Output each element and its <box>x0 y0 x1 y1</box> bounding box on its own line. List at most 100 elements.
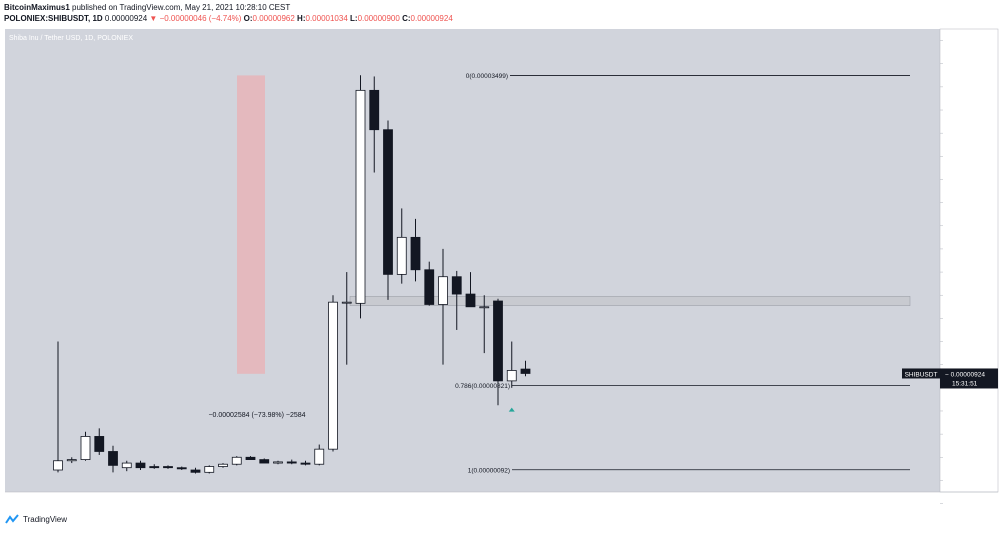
candle-body <box>438 276 448 305</box>
candle-body <box>231 456 242 465</box>
x-tick-label: 5 <box>304 498 308 505</box>
symbol-label[interactable]: POLONIEX:SHIBUSDT, 1D <box>4 14 103 23</box>
candle-body <box>300 462 311 465</box>
y-tick-label: 0.00001200 <box>945 339 980 346</box>
x-tick-label: 26 <box>178 498 186 505</box>
author-name[interactable]: BitcoinMaximus1 <box>4 3 70 12</box>
x-tick-label: 19 <box>82 498 90 505</box>
candle-body <box>355 89 366 304</box>
symbol-tag <box>902 368 941 379</box>
last-price: 0.00000924 <box>104 14 148 23</box>
close-value: 0.00000924 <box>410 14 453 23</box>
candle-body <box>94 436 105 452</box>
publish-info: BitcoinMaximus1 published on TradingView… <box>4 3 290 12</box>
y-tick-label: 0.00003800 <box>945 38 980 45</box>
x-tick-label: 17 <box>467 498 475 505</box>
fib-level-label: 1(0.00000092) <box>468 467 510 474</box>
x-tick-label: Jun <box>669 498 680 505</box>
candle-body <box>108 451 118 466</box>
open-value: 0.00000962 <box>252 14 295 23</box>
candle-body <box>506 370 517 382</box>
y-tick-label: 0.00000000 <box>945 478 980 485</box>
brand-label: TradingView <box>23 514 68 524</box>
chart-title: Shiba Inu / Tether USD, 1D, POLONIEX <box>9 35 133 42</box>
candle-body <box>341 301 352 304</box>
candle-body <box>121 462 132 469</box>
high-value: 0.00001034 <box>305 14 348 23</box>
candle-body <box>465 293 476 308</box>
y-tick-label: 0.00002000 <box>945 246 980 253</box>
candle-body <box>204 466 215 473</box>
candle-body <box>369 89 380 131</box>
price-range-measure <box>237 75 265 374</box>
last-price-tag <box>940 368 998 389</box>
fib-level-label: 0(0.00003499) <box>466 73 508 80</box>
candle-body <box>80 436 91 460</box>
x-tick-label: 24 <box>563 498 571 505</box>
y-tick-label: 0.00002600 <box>945 177 980 184</box>
publish-text: published on TradingView.com, May 21, 20… <box>72 3 291 12</box>
countdown-label: 15:31:51 <box>952 380 978 387</box>
y-tick-label: 0.00003000 <box>945 131 980 138</box>
y-tick-label: 0.00001600 <box>945 293 980 300</box>
measure-label: −0.00002584 (−73.98%) −2584 <box>208 412 305 419</box>
y-tick-label: 0.00002400 <box>945 200 980 207</box>
currency-label: USDT <box>978 34 998 41</box>
down-arrow-icon: ▼ <box>149 14 158 23</box>
y-tick-label: 0.00002800 <box>945 154 980 161</box>
fib-level-label: 0.786(0.00000821) <box>455 383 510 390</box>
x-tick-label: 10 <box>370 498 378 505</box>
y-tick-label: 0.00003400 <box>945 84 980 91</box>
price-axis-panel <box>939 28 999 493</box>
low-value: 0.00000900 <box>357 14 400 23</box>
y-tick-label: 0.00000800 <box>945 385 980 392</box>
price-change: −0.00000046 (−4.74%) <box>159 14 242 23</box>
candlestick-chart[interactable]: Shiba Inu / Tether USD, 1D, POLONIEX USDT… <box>0 27 1000 511</box>
plot-background <box>5 29 940 492</box>
close-label: C: <box>402 14 411 23</box>
candle-body <box>479 306 490 309</box>
y-tick-label: 0.00002200 <box>945 223 980 230</box>
candle-body <box>190 469 201 473</box>
candle-body <box>314 448 325 465</box>
candle-body <box>451 276 462 295</box>
candle-body <box>135 462 146 469</box>
low-label: L: <box>350 14 358 23</box>
candle-body <box>396 236 407 275</box>
y-tick-label: 0.00000600 <box>945 408 980 415</box>
x-tick-label: 28 <box>618 498 626 505</box>
y-tick-label: 0.00001000 <box>945 362 980 369</box>
open-label: O: <box>243 14 253 23</box>
x-tick-label: 7 <box>771 498 775 505</box>
candle-body <box>493 300 503 382</box>
y-tick-label: 0.00003200 <box>945 108 980 115</box>
y-tick-label: 0.00001800 <box>945 270 980 277</box>
last-price-label: − 0.00000924 <box>945 371 985 378</box>
candle-body <box>53 460 63 471</box>
y-tick-label: 0.00000400 <box>945 432 980 439</box>
y-tick-label: 0.00000200 <box>945 455 980 462</box>
candle-body <box>410 236 421 271</box>
tradingview-logo[interactable]: TradingView <box>4 514 67 524</box>
x-tick-label: May <box>242 498 256 505</box>
candle-body <box>176 467 187 470</box>
x-tick-label: 14 <box>865 498 873 505</box>
candle-body <box>163 466 173 469</box>
candle-body <box>286 461 297 464</box>
candle-body <box>218 463 228 467</box>
high-label: H: <box>297 14 306 23</box>
buy-signal-arrow-icon <box>508 407 515 412</box>
tradingview-cloud-icon <box>5 514 19 524</box>
ohlc-legend: POLONIEX:SHIBUSDT, 1D 0.00000924 ▼ −0.00… <box>4 14 453 23</box>
candle-body <box>328 301 338 450</box>
y-tick-label: 0.00001400 <box>945 316 980 323</box>
y-tick-label: 0.00003600 <box>945 61 980 68</box>
candle-body <box>259 459 270 464</box>
candle-body <box>273 461 283 464</box>
candle-body <box>520 368 531 374</box>
candle-body <box>383 129 393 275</box>
candle-body <box>149 466 160 469</box>
symbol-tag-label: SHIBUSDT <box>905 371 938 378</box>
y-tick-label: -0.00000200 <box>945 501 982 508</box>
candle-body <box>66 459 77 462</box>
